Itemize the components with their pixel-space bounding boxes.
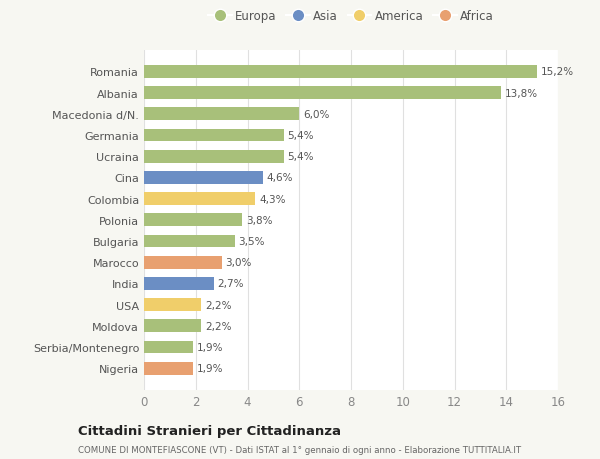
Bar [144,214,242,227]
Text: 2,7%: 2,7% [218,279,244,289]
Text: 3,0%: 3,0% [226,257,252,268]
Text: 6,0%: 6,0% [303,110,329,119]
Text: 4,3%: 4,3% [259,194,286,204]
Bar [144,235,235,248]
Text: 13,8%: 13,8% [505,89,538,98]
Legend: Europa, Asia, America, Africa: Europa, Asia, America, Africa [203,6,499,28]
Bar [144,87,501,100]
Bar [144,362,193,375]
Text: 2,2%: 2,2% [205,300,232,310]
Bar [144,66,538,78]
Bar [144,277,214,290]
Bar [144,129,284,142]
Bar [144,108,299,121]
Bar [144,151,284,163]
Text: 3,5%: 3,5% [238,236,265,246]
Text: 1,9%: 1,9% [197,364,224,373]
Bar [144,320,201,332]
Bar [144,172,263,185]
Bar [144,256,221,269]
Bar [144,298,201,311]
Text: 2,2%: 2,2% [205,321,232,331]
Text: 4,6%: 4,6% [267,173,293,183]
Text: 5,4%: 5,4% [287,152,314,162]
Text: 15,2%: 15,2% [541,67,574,77]
Text: Cittadini Stranieri per Cittadinanza: Cittadini Stranieri per Cittadinanza [78,424,341,437]
Text: 3,8%: 3,8% [246,215,273,225]
Bar [144,193,255,206]
Text: COMUNE DI MONTEFIASCONE (VT) - Dati ISTAT al 1° gennaio di ogni anno - Elaborazi: COMUNE DI MONTEFIASCONE (VT) - Dati ISTA… [78,445,521,454]
Text: 5,4%: 5,4% [287,131,314,141]
Text: 1,9%: 1,9% [197,342,224,352]
Bar [144,341,193,353]
